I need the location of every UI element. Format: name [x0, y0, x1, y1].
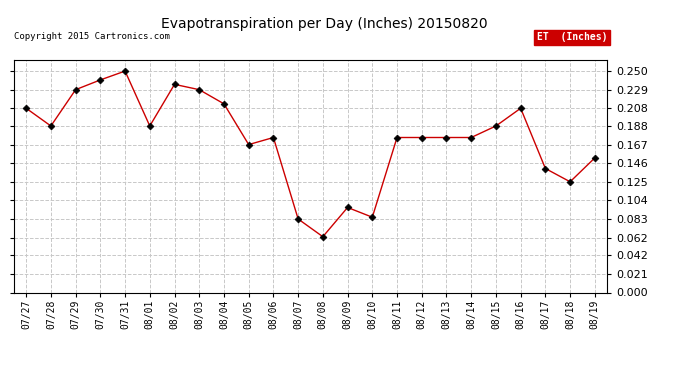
Text: ET  (Inches): ET (Inches): [537, 32, 607, 42]
Text: Copyright 2015 Cartronics.com: Copyright 2015 Cartronics.com: [14, 32, 170, 41]
Text: Evapotranspiration per Day (Inches) 20150820: Evapotranspiration per Day (Inches) 2015…: [161, 17, 488, 31]
